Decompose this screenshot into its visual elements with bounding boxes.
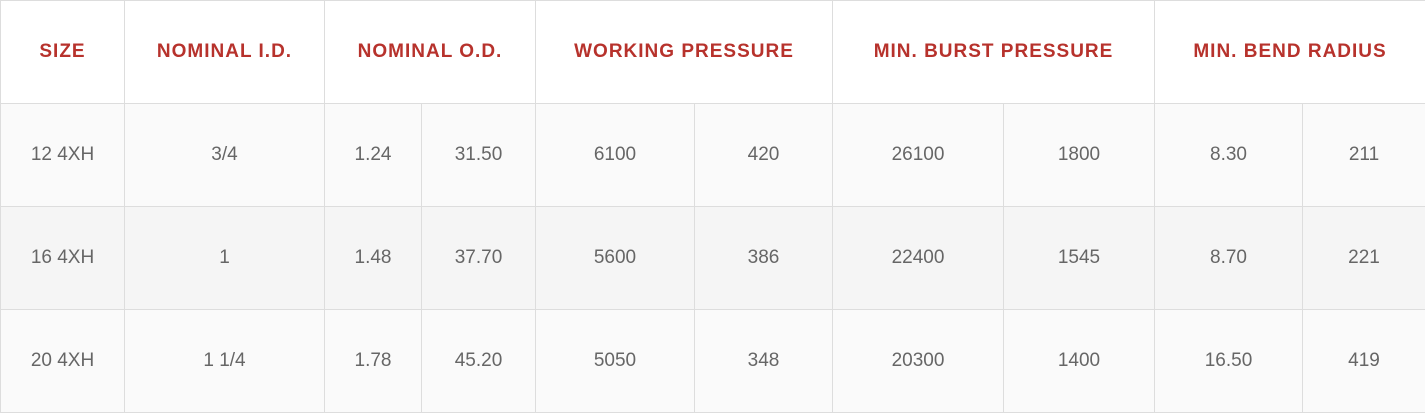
cell-bend-radius-in: 8.70	[1154, 206, 1304, 310]
cell-bend-radius-in: 16.50	[1154, 309, 1304, 413]
cell-bend-radius-in: 8.30	[1154, 103, 1304, 207]
cell-nominal-id: 3/4	[124, 103, 325, 207]
cell-burst-pressure-psi: 20300	[832, 309, 1004, 413]
cell-nominal-od-mm: 37.70	[421, 206, 536, 310]
header-row: SIZE NOMINAL I.D. NOMINAL O.D. WORKING P…	[0, 0, 1425, 104]
cell-size: 16 4XH	[0, 206, 125, 310]
cell-nominal-id: 1	[124, 206, 325, 310]
table-row: 12 4XH 3/4 1.24 31.50 6100 420 26100 180…	[0, 103, 1425, 207]
table-row: 20 4XH 1 1/4 1.78 45.20 5050 348 20300 1…	[0, 309, 1425, 413]
header-size: SIZE	[0, 0, 125, 104]
header-nominal-od: NOMINAL O.D.	[324, 0, 536, 104]
header-min-bend-radius: MIN. BEND RADIUS	[1154, 0, 1425, 104]
cell-bend-radius-mm: 211	[1302, 103, 1425, 207]
cell-size: 12 4XH	[0, 103, 125, 207]
cell-nominal-od-mm: 45.20	[421, 309, 536, 413]
cell-size: 20 4XH	[0, 309, 125, 413]
cell-working-pressure-psi: 5050	[535, 309, 695, 413]
cell-nominal-od-in: 1.48	[324, 206, 422, 310]
cell-burst-pressure-bar: 1400	[1002, 309, 1156, 413]
cell-working-pressure-psi: 5600	[535, 206, 695, 310]
cell-burst-pressure-psi: 22400	[832, 206, 1004, 310]
cell-burst-pressure-bar: 1800	[1002, 103, 1156, 207]
cell-working-pressure-bar: 348	[694, 309, 833, 413]
cell-nominal-od-mm: 31.50	[421, 103, 536, 207]
header-min-burst-pressure: MIN. BURST PRESSURE	[831, 0, 1156, 104]
cell-working-pressure-psi: 6100	[535, 103, 695, 207]
header-working-pressure: WORKING PRESSURE	[535, 0, 833, 104]
cell-working-pressure-bar: 386	[694, 206, 833, 310]
cell-bend-radius-mm: 419	[1302, 309, 1425, 413]
cell-nominal-od-in: 1.24	[324, 103, 422, 207]
cell-burst-pressure-bar: 1545	[1002, 206, 1156, 310]
cell-nominal-id: 1 1/4	[124, 309, 325, 413]
header-nominal-id: NOMINAL I.D.	[124, 0, 325, 104]
cell-bend-radius-mm: 221	[1302, 206, 1425, 310]
cell-nominal-od-in: 1.78	[324, 309, 422, 413]
cell-working-pressure-bar: 420	[694, 103, 833, 207]
cell-burst-pressure-psi: 26100	[832, 103, 1004, 207]
table-row: 16 4XH 1 1.48 37.70 5600 386 22400 1545 …	[0, 206, 1425, 310]
